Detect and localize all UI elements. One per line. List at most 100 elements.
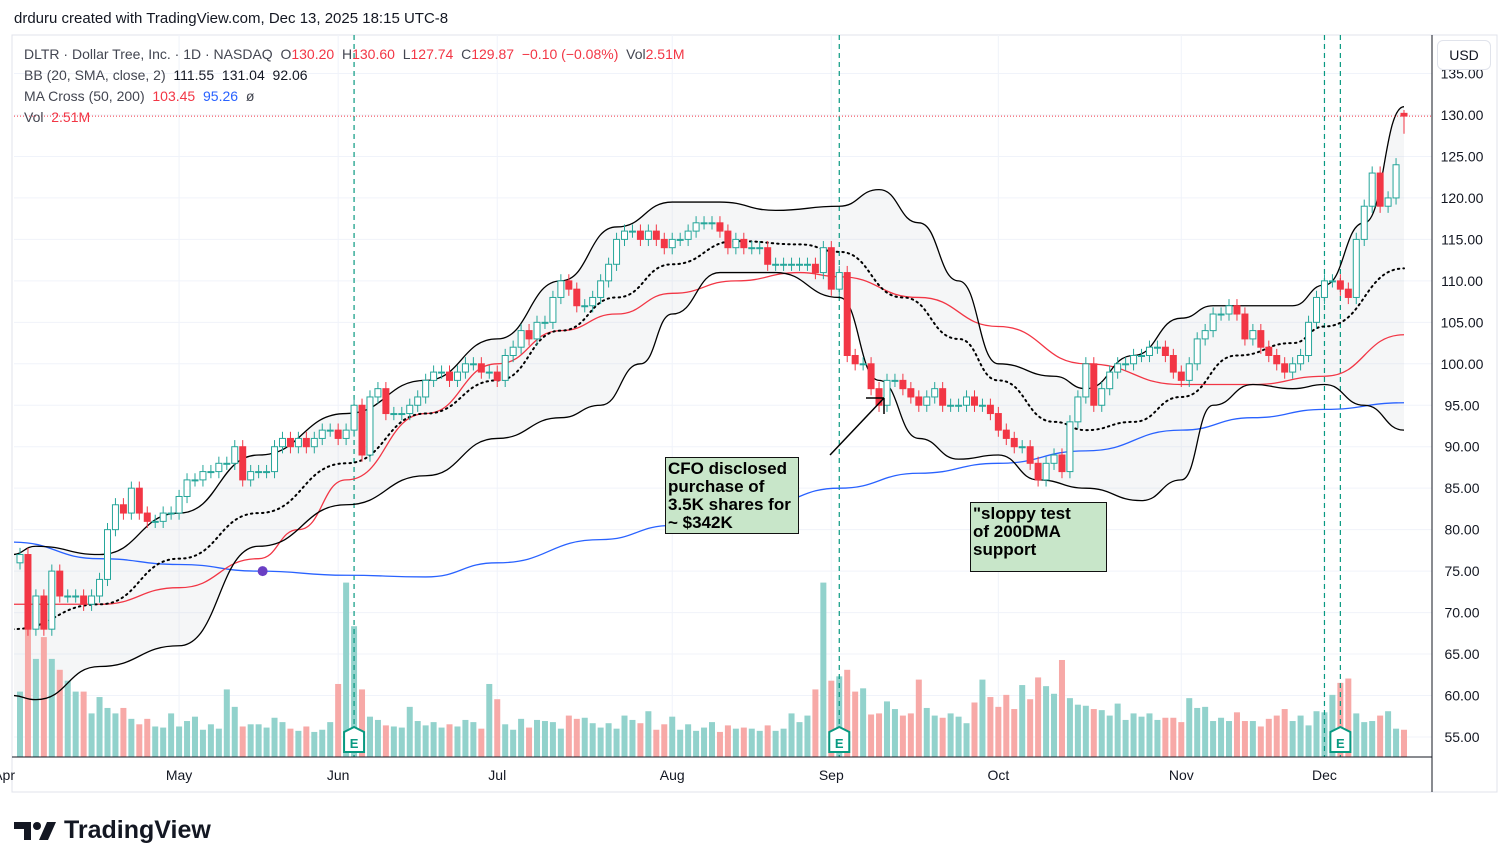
volume-bar <box>637 723 644 757</box>
candle-body <box>398 413 406 416</box>
volume-bar <box>740 727 747 757</box>
bb-lower-line <box>14 271 1405 701</box>
volume-bar <box>1035 677 1042 757</box>
volume-bar <box>1249 721 1256 757</box>
candle-body <box>780 263 788 266</box>
volume-bar <box>470 722 477 757</box>
candle-body <box>103 529 111 580</box>
candle-body <box>708 222 716 225</box>
candle-body <box>88 595 96 605</box>
volume-bar <box>565 715 572 757</box>
earnings-marker-icon <box>343 725 366 753</box>
volume-bar <box>120 707 127 757</box>
candle-body <box>1257 330 1265 348</box>
currency-button[interactable]: USD <box>1437 40 1491 70</box>
volume-bar <box>780 728 787 757</box>
candle-body <box>1058 454 1066 473</box>
candle-body <box>438 371 446 374</box>
volume-bar <box>1011 709 1018 757</box>
volume-bar <box>1297 715 1304 757</box>
volume-bar <box>557 728 564 757</box>
legend-ma-row[interactable]: MA Cross (50, 200) 103.45 95.26 ø <box>24 86 685 107</box>
candle-body <box>1360 205 1368 240</box>
candle-body <box>302 437 310 448</box>
candle-body <box>557 280 565 298</box>
volume-bar <box>939 717 946 757</box>
bb-label: BB (20, SMA, close, 2) <box>24 67 166 83</box>
volume-bar <box>430 722 437 757</box>
volume-bar <box>876 713 883 757</box>
volume-bar <box>215 728 222 757</box>
volume-bar <box>1369 721 1376 757</box>
volume-bar <box>915 679 922 757</box>
symbol-label[interactable]: DLTR · Dollar Tree, Inc. · 1D · NASDAQ <box>24 46 273 62</box>
volume-bar <box>478 728 485 757</box>
candle-body <box>286 437 294 448</box>
candle-body <box>199 471 207 481</box>
earnings-marker-icon <box>1329 725 1352 753</box>
legend-bb-row[interactable]: BB (20, SMA, close, 2) 111.55 131.04 92.… <box>24 65 685 86</box>
candle-body <box>565 280 573 290</box>
candle-body <box>1217 313 1225 316</box>
candle-body <box>342 429 350 439</box>
candle-body <box>1010 437 1018 448</box>
candle-body <box>1066 421 1074 473</box>
candle-body <box>1313 296 1321 323</box>
candle-body <box>549 296 557 323</box>
chart-frame <box>11 34 1498 793</box>
volume-bar <box>502 724 509 757</box>
candle-body <box>239 446 247 481</box>
candle-body <box>1225 305 1233 315</box>
volume-bar <box>406 706 413 757</box>
candle-body <box>803 263 811 266</box>
volume-bar <box>1361 722 1368 757</box>
candle-body <box>294 437 302 448</box>
legend-vol-row[interactable]: Vol 2.51M <box>24 107 685 128</box>
candle-body <box>851 354 859 365</box>
volume-bar <box>1178 722 1185 757</box>
candle-body <box>263 471 271 474</box>
candle-body <box>485 371 493 374</box>
volume-bar <box>629 719 636 757</box>
candle-body <box>72 595 80 598</box>
volume-bar <box>279 722 286 757</box>
volume-bar <box>820 582 827 757</box>
volume-bar <box>613 728 620 757</box>
candle-body <box>1002 429 1010 439</box>
candle-body <box>461 363 469 373</box>
tradingview-logo[interactable]: TradingView <box>14 816 211 845</box>
candle-body <box>724 230 732 249</box>
volume-bar <box>303 726 310 757</box>
volume-bar <box>852 691 859 757</box>
candle-body <box>1297 354 1305 365</box>
candle-body <box>764 247 772 265</box>
candle-body <box>1320 280 1328 298</box>
volume-bar <box>931 715 938 757</box>
volume-bar <box>462 719 469 757</box>
ma200-value: 95.26 <box>203 88 239 104</box>
candle-body <box>907 388 915 398</box>
candle-body <box>1209 313 1217 332</box>
candle-body <box>541 321 549 324</box>
open-value: 130.20 <box>291 46 335 62</box>
volume-bar <box>947 713 954 757</box>
volume-bar <box>701 727 708 757</box>
volume-bar <box>1186 698 1193 757</box>
candle-body <box>740 238 748 249</box>
candle-body <box>310 437 318 448</box>
candle-body <box>788 263 796 266</box>
volume-bar <box>327 722 334 757</box>
volume-bar <box>581 717 588 757</box>
volume-bar <box>605 723 612 757</box>
price-tick-label: 110.00 <box>1441 273 1483 289</box>
volume-bar <box>828 680 835 757</box>
volume-bar <box>1273 715 1280 757</box>
arrow-head-icon <box>866 397 885 414</box>
candle-body <box>469 363 477 366</box>
volume-bar <box>144 718 151 757</box>
candle-body <box>605 263 613 282</box>
volume-bar <box>907 713 914 757</box>
candle-body <box>1281 363 1289 373</box>
